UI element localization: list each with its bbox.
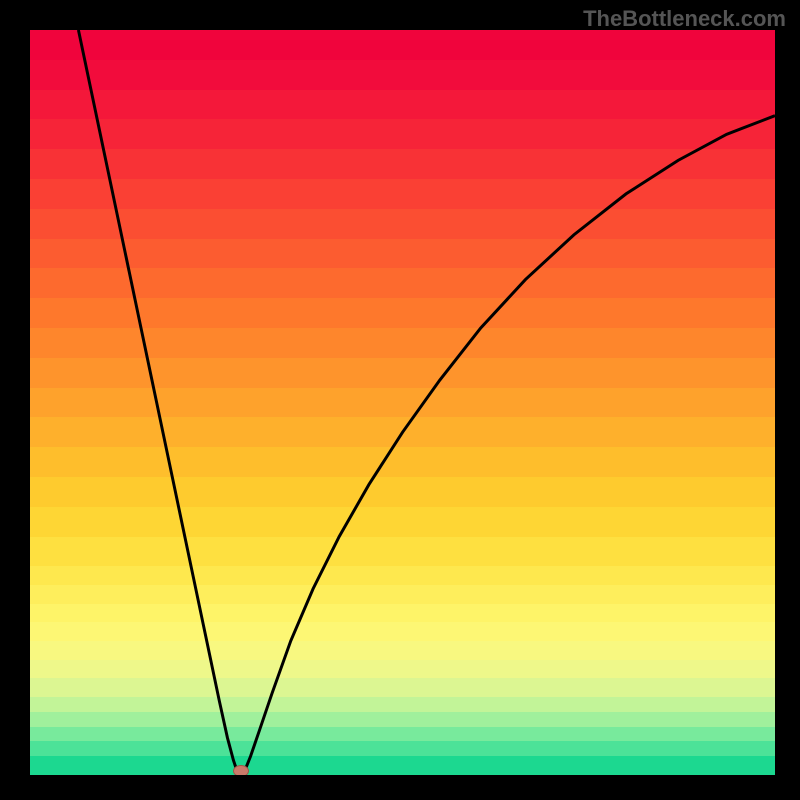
curve-layer: [30, 30, 775, 775]
minimum-marker: [233, 765, 249, 775]
chart-root: TheBottleneck.com: [0, 0, 800, 800]
plot-area: [30, 30, 775, 775]
watermark-text: TheBottleneck.com: [583, 6, 786, 32]
bottleneck-curve: [78, 30, 775, 775]
